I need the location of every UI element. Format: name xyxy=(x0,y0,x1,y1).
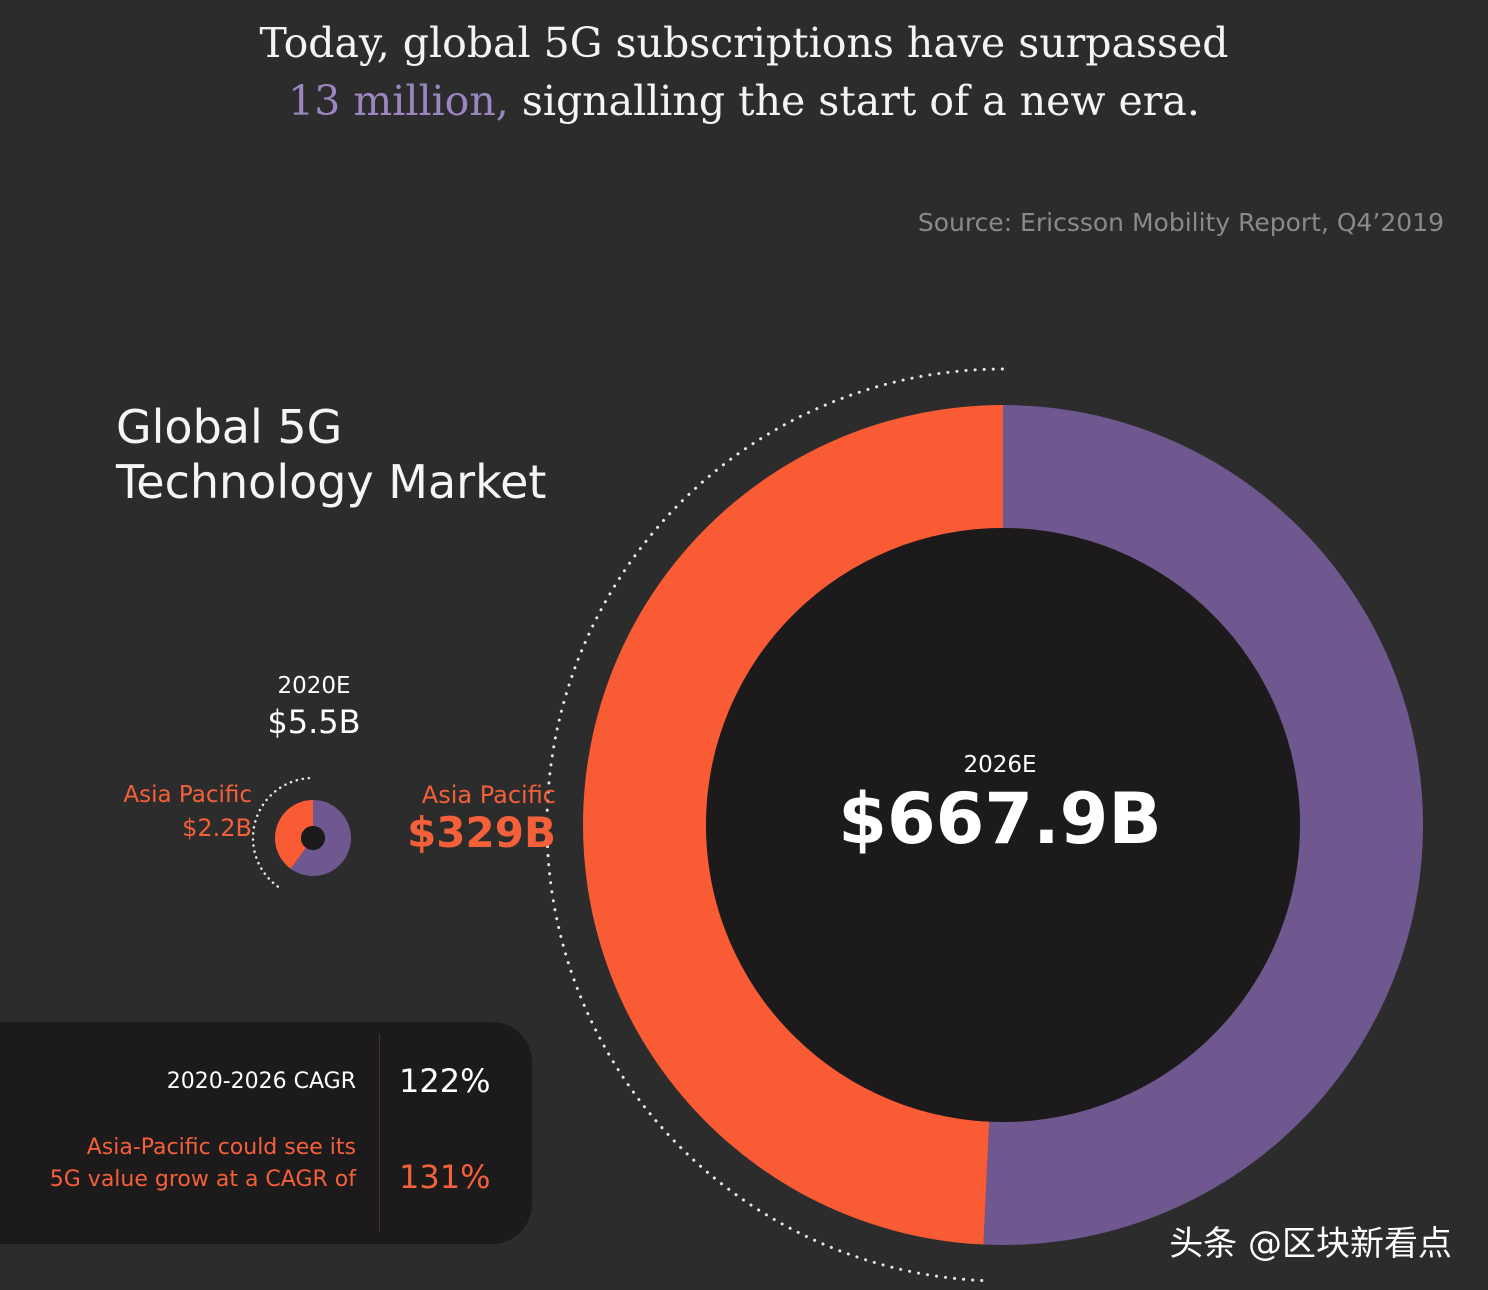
watermark: 头条 @区块新看点 xyxy=(1169,1224,1452,1264)
donut-2026e xyxy=(545,367,1423,1283)
donut-2026e-year-label: 2026E xyxy=(963,752,1037,778)
donut-2020e-year-label: 2020E xyxy=(277,673,351,699)
donut-2026e-segment-asia-pacific xyxy=(582,405,1003,1245)
donut-2026e-asia-pacific-value: $329B xyxy=(407,808,556,857)
donut-2026e-hole xyxy=(706,528,1300,1122)
donut-2020e-asia-pacific-value: $2.2B xyxy=(182,814,252,842)
headline-line-1: Today, global 5G subscriptions have surp… xyxy=(259,19,1229,67)
donut-2026e-asia-pacific-label: Asia Pacific xyxy=(421,781,556,809)
donut-2020e xyxy=(251,776,351,888)
donut-2020e-hole xyxy=(301,826,325,850)
global-cagr-label: 2020-2026 CAGR xyxy=(166,1069,356,1094)
global-cagr-value: 122% xyxy=(399,1062,491,1100)
source-note: Source: Ericsson Mobility Report, Q4’201… xyxy=(917,208,1444,237)
donut-2020e-segment-rest xyxy=(290,800,351,877)
headline: Today, global 5G subscriptions have surp… xyxy=(0,14,1488,130)
donut-2020e-segment-asia-pacific xyxy=(274,800,313,869)
donut-2020e-total-label: $5.5B xyxy=(267,703,361,741)
headline-line-2: 13 million, signalling the start of a ne… xyxy=(0,72,1488,130)
asia-cagr-label: Asia-Pacific could see its 5G value grow… xyxy=(50,1132,356,1196)
headline-highlight: 13 million, xyxy=(288,77,509,125)
chart-title: Global 5G Technology Market xyxy=(116,400,546,510)
asia-cagr-value: 131% xyxy=(399,1158,491,1196)
donut-2020e-asia-pacific-label: Asia Pacific xyxy=(123,782,252,808)
donut-2026e-segment-rest xyxy=(983,405,1423,1245)
cagr-divider xyxy=(379,1034,380,1232)
asia-cagr-label-line-1: Asia-Pacific could see its xyxy=(86,1135,356,1160)
donut-2026e-total-label: $667.9B xyxy=(838,778,1162,860)
chart-title-line-2: Technology Market xyxy=(116,455,547,509)
asia-cagr-label-line-2: 5G value grow at a CAGR of xyxy=(49,1167,356,1192)
cagr-panel: 2020-2026 CAGR 122% Asia-Pacific could s… xyxy=(0,1022,532,1244)
headline-line-2-rest: signalling the start of a new era. xyxy=(508,77,1200,125)
chart-title-line-1: Global 5G xyxy=(116,400,343,454)
